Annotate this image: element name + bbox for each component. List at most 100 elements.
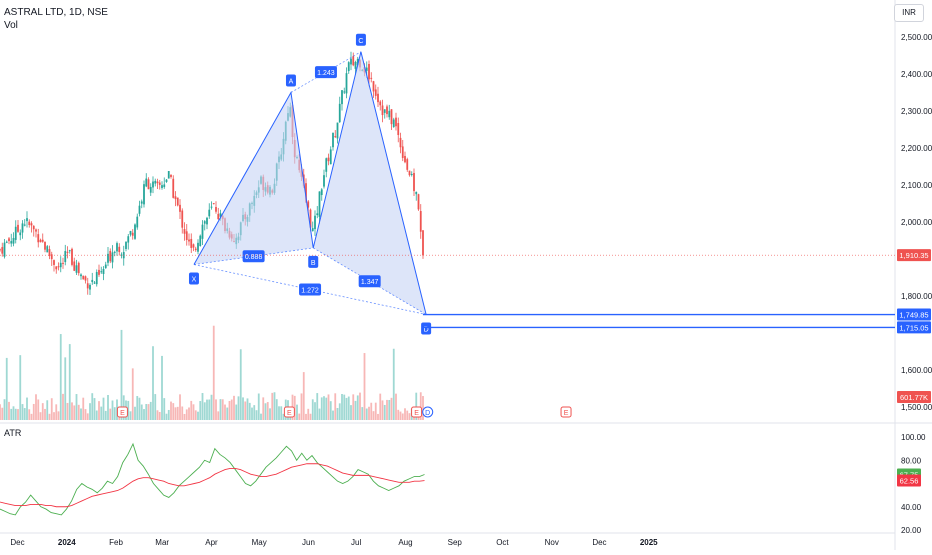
volume-bar <box>172 403 175 420</box>
volume-label[interactable]: Vol <box>4 20 18 31</box>
candle-body <box>341 90 343 105</box>
volume-bar <box>91 393 94 420</box>
candle-body <box>212 203 215 205</box>
time-tick-label: Jul <box>351 538 361 547</box>
volume-bar <box>50 398 53 420</box>
volume-bar <box>363 353 366 420</box>
candle-body <box>386 106 388 115</box>
atr-indicator-label[interactable]: ATR <box>4 428 22 438</box>
currency-button[interactable]: INR <box>894 4 924 22</box>
pattern-point-label: A <box>289 79 294 86</box>
pattern-point-label: C <box>358 38 363 45</box>
volume-bar <box>3 399 6 420</box>
volume-bar <box>210 394 213 420</box>
volume-bar <box>194 410 197 420</box>
volume-bar <box>170 401 172 420</box>
volume-bar <box>248 402 251 420</box>
pattern-triangle-bcd <box>313 51 427 315</box>
price-tick-label: 2,100.00 <box>901 181 932 190</box>
time-tick-label: Jun <box>302 538 315 547</box>
volume-bar <box>293 395 296 420</box>
price-tag <box>897 308 931 321</box>
candle-body <box>219 213 222 217</box>
time-tick-label: Sep <box>448 538 463 547</box>
volume-bar <box>134 406 136 420</box>
ratio-badge <box>358 275 381 288</box>
volume-bar <box>8 401 10 420</box>
candle-body <box>327 157 330 162</box>
pattern-point-label: X <box>192 277 197 284</box>
volume-bar <box>212 325 215 420</box>
volume-bar <box>46 400 49 420</box>
time-tick-label: Dec <box>592 538 606 547</box>
candle-body <box>53 260 55 265</box>
candle-body <box>217 213 220 219</box>
volume-bar <box>350 405 352 420</box>
candle-body <box>417 194 420 210</box>
volume-bar <box>44 408 46 420</box>
volume-bar <box>71 402 73 420</box>
candle-body <box>129 230 132 235</box>
candle-body <box>77 262 80 274</box>
candle-body <box>3 242 6 257</box>
volume-tag-label: 601.77K <box>900 393 928 402</box>
candle-body <box>170 174 172 177</box>
candle-body <box>334 136 337 138</box>
candle-body <box>422 230 424 256</box>
volume-bar <box>68 344 71 420</box>
candle-body <box>179 204 181 212</box>
candle-body <box>145 178 148 187</box>
candle-body <box>323 175 325 187</box>
candle-body <box>41 239 44 242</box>
candle-body <box>120 254 123 256</box>
volume-bar <box>320 397 323 420</box>
volume-bar <box>345 397 348 420</box>
volume-bar <box>242 397 244 420</box>
event-marker <box>422 406 434 418</box>
candle-body <box>1 247 4 254</box>
candle-body <box>203 221 206 224</box>
candle-body <box>307 201 310 208</box>
candle-body <box>354 62 357 69</box>
candle-body <box>10 241 13 244</box>
candle-body <box>410 174 413 176</box>
candle-body <box>35 229 37 232</box>
volume-bar <box>129 411 132 420</box>
volume-bar <box>149 401 152 420</box>
volume-bar <box>298 413 301 420</box>
candle-body <box>93 282 96 284</box>
volume-bar <box>14 408 17 420</box>
volume-bar <box>296 404 298 420</box>
event-marker <box>560 406 572 418</box>
candle-body <box>95 272 98 285</box>
candle-body <box>140 201 143 204</box>
volume-bar <box>352 394 355 420</box>
price-tick-label: 2,400.00 <box>901 70 932 79</box>
candle-body <box>104 264 107 269</box>
volume-bar <box>136 396 139 420</box>
atr-tick-label: 80.00 <box>901 456 922 465</box>
volume-bar <box>190 400 193 420</box>
volume-bar <box>201 393 204 420</box>
volume-bar <box>264 403 267 420</box>
candle-body <box>388 110 391 118</box>
candle-body <box>82 275 85 280</box>
event-marker <box>283 406 295 418</box>
candle-body <box>0 249 1 251</box>
volume-bar <box>17 409 19 420</box>
symbol-title[interactable]: ASTRAL LTD, 1D, NSE <box>4 7 108 18</box>
volume-bar <box>273 392 276 420</box>
volume-bar <box>401 413 404 420</box>
volume-bar <box>334 393 337 420</box>
volume-bar <box>269 408 271 420</box>
volume-bar <box>311 399 314 420</box>
volume-bar <box>235 404 238 420</box>
volume-bar <box>307 408 310 420</box>
candle-body <box>48 249 51 257</box>
volume-bar <box>156 410 159 420</box>
volume-bar <box>86 413 89 420</box>
volume-bar <box>302 372 305 420</box>
